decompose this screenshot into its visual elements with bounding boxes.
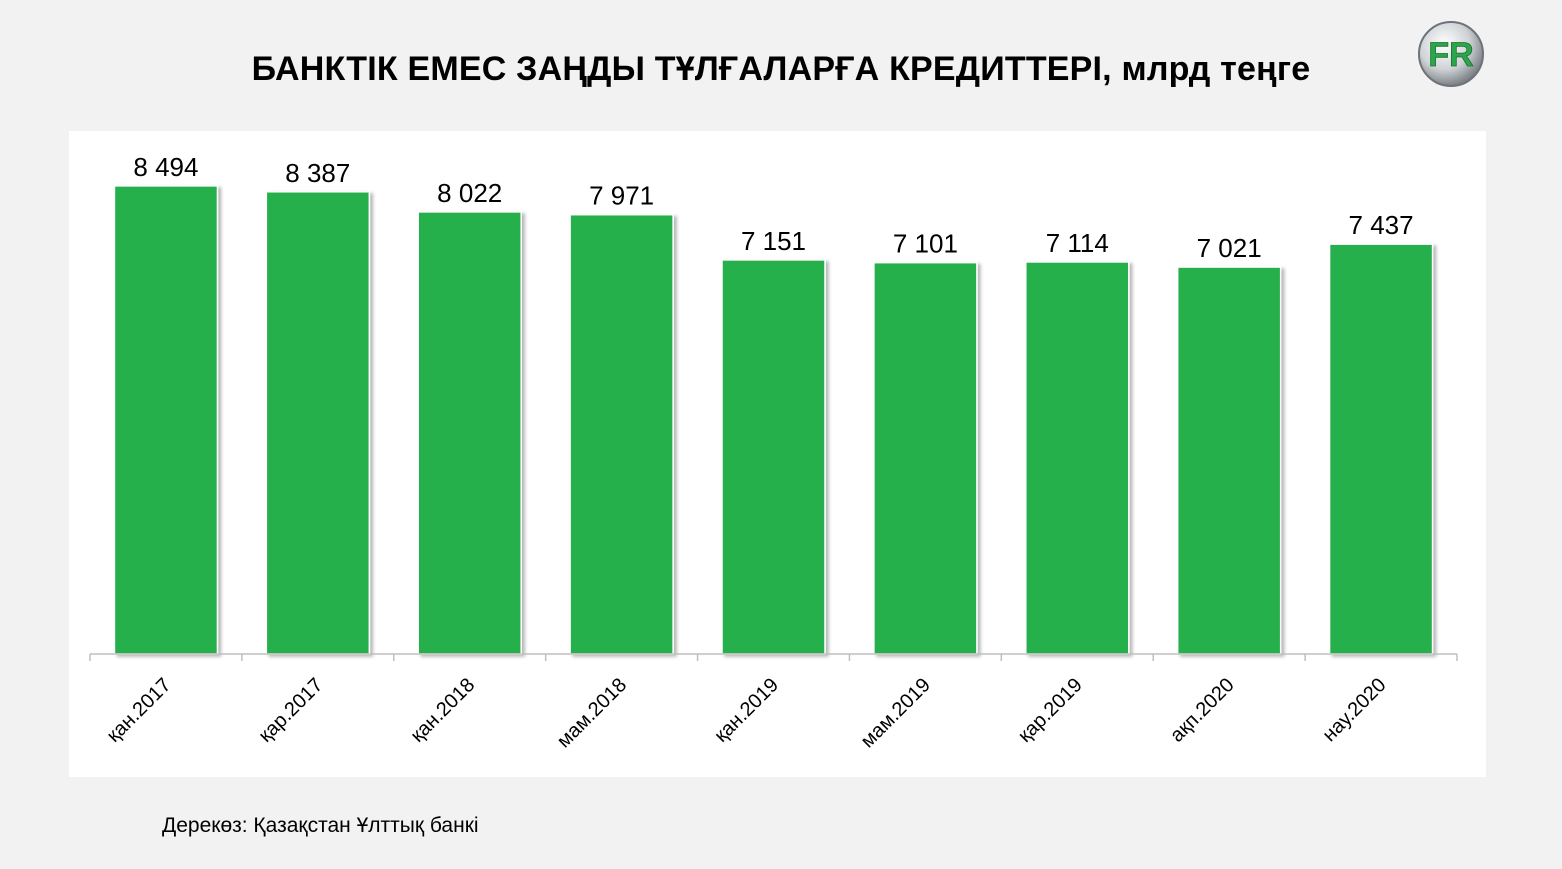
x-tick-label: мам.2019	[857, 674, 935, 752]
bar-қан.2019	[721, 259, 826, 655]
data-label: 8 494	[133, 152, 198, 182]
bar-нау.2020	[1328, 243, 1434, 655]
data-label: 7 101	[893, 229, 958, 259]
data-label: 8 387	[285, 158, 350, 188]
data-label: 7 151	[741, 226, 806, 256]
x-tick-label: қар.2017	[255, 674, 328, 747]
x-tick-label: қар.2019	[1014, 674, 1087, 747]
fr-logo-icon: FR	[1417, 20, 1485, 88]
bar-қан.2017	[113, 185, 219, 655]
x-tick-label: қан.2018	[406, 674, 479, 747]
x-tick-label: ақп.2020	[1166, 674, 1239, 747]
data-label: 7 971	[589, 181, 654, 211]
x-tick-label: қан.2017	[103, 674, 176, 747]
data-label: 7 114	[1046, 228, 1109, 258]
data-label: 7 021	[1197, 233, 1262, 263]
bar-ақп.2020	[1176, 266, 1282, 655]
bar-chart: 8 494 8 387 8 022 7 971 7 151 7 101 7 114 7 021…	[89, 152, 1458, 752]
x-tick-label: қан.2019	[710, 674, 783, 747]
x-tick-label: мам.2018	[553, 674, 631, 752]
data-label: 8 022	[437, 178, 502, 208]
bar-мам.2019	[873, 261, 978, 655]
bar-қар.2019	[1025, 261, 1130, 655]
data-label: 7 437	[1349, 210, 1414, 240]
source-note: Дерекөз: Қазақстан Ұлттық банкі	[162, 814, 479, 837]
logo-letters: FR	[1428, 36, 1473, 74]
x-tick-label: нау.2020	[1318, 674, 1390, 746]
bar-қан.2018	[417, 211, 522, 655]
bar-қар.2017	[265, 191, 371, 655]
bar-мам.2018	[569, 213, 674, 655]
chart-panel: 8 494 8 387 8 022 7 971 7 151 7 101 7 114 7 021…	[69, 131, 1486, 777]
chart-title: БАНКТІК ЕМЕС ЗАҢДЫ ТҰЛҒАЛАРҒА КРЕДИТТЕРІ…	[251, 50, 1311, 88]
